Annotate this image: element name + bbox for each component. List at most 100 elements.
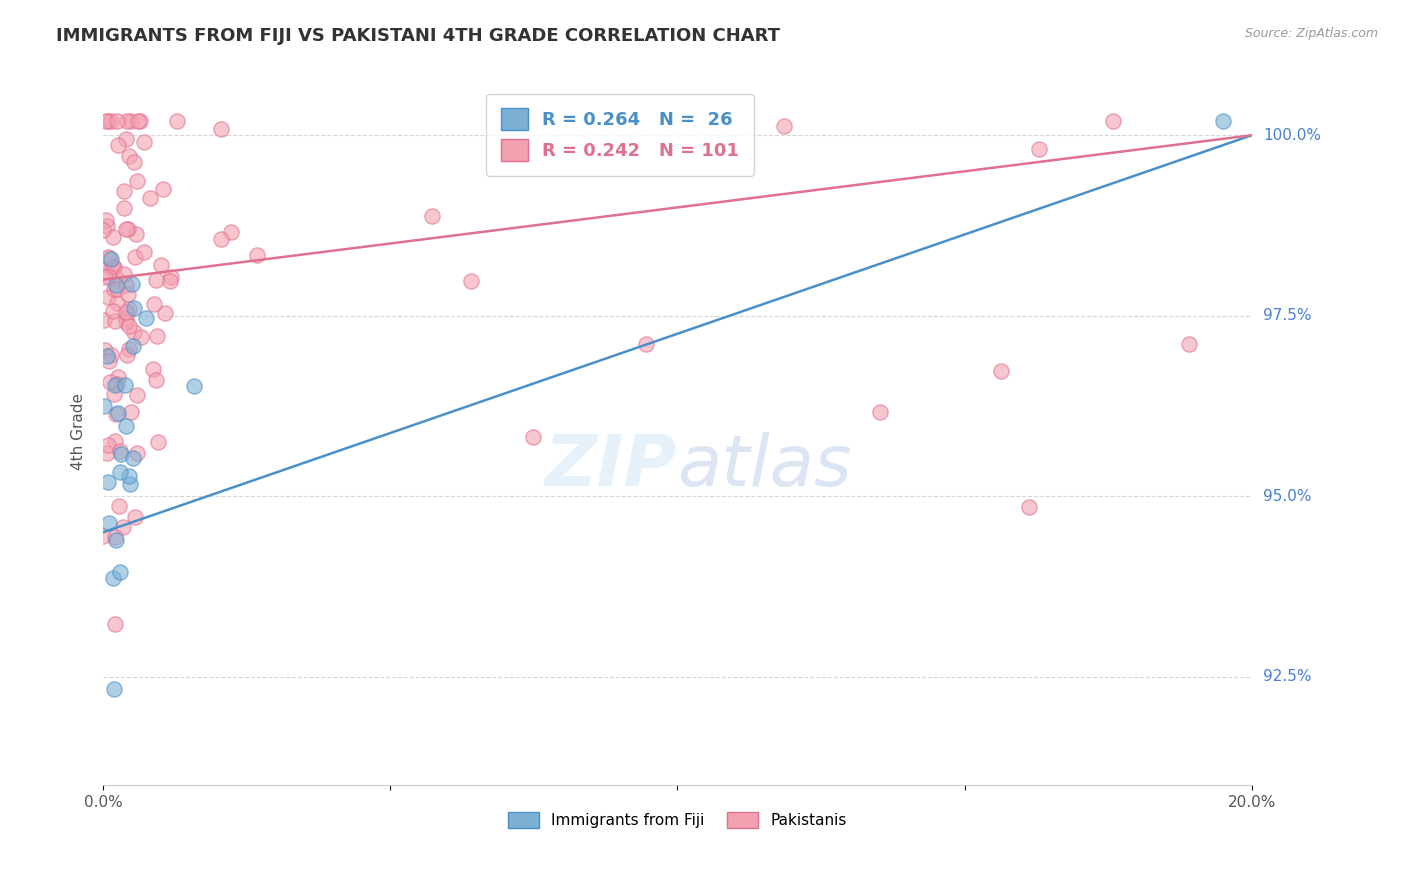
Point bbox=[97, 251, 120, 265]
Point bbox=[96, 219, 118, 233]
Point bbox=[94, 343, 117, 357]
Point bbox=[1212, 113, 1234, 128]
Point bbox=[118, 469, 141, 483]
Text: 95.0%: 95.0% bbox=[1264, 489, 1312, 504]
Point bbox=[118, 342, 141, 356]
Point bbox=[93, 529, 115, 543]
Point bbox=[153, 306, 176, 320]
Point bbox=[108, 443, 131, 458]
Point bbox=[107, 138, 129, 153]
Point bbox=[97, 269, 120, 284]
Point bbox=[128, 113, 150, 128]
Point bbox=[94, 270, 117, 285]
Point bbox=[103, 260, 125, 275]
Point bbox=[122, 301, 145, 315]
Point bbox=[103, 378, 125, 392]
Point bbox=[114, 132, 136, 146]
Point bbox=[114, 378, 136, 392]
Legend: Immigrants from Fiji, Pakistanis: Immigrants from Fiji, Pakistanis bbox=[502, 805, 852, 834]
Point bbox=[634, 337, 657, 351]
Point bbox=[107, 370, 129, 384]
Point bbox=[127, 113, 149, 128]
Point bbox=[93, 400, 115, 414]
Point bbox=[460, 274, 482, 288]
Point bbox=[104, 407, 127, 421]
Point bbox=[124, 510, 146, 524]
Point bbox=[114, 305, 136, 319]
Point bbox=[1028, 142, 1050, 156]
Text: Source: ZipAtlas.com: Source: ZipAtlas.com bbox=[1244, 27, 1378, 40]
Point bbox=[152, 182, 174, 196]
Point bbox=[115, 310, 138, 325]
Point bbox=[110, 565, 132, 579]
Point bbox=[105, 377, 128, 392]
Point bbox=[135, 310, 157, 325]
Point bbox=[103, 387, 125, 401]
Text: 97.5%: 97.5% bbox=[1264, 309, 1312, 323]
Point bbox=[118, 302, 141, 317]
Point bbox=[166, 113, 188, 128]
Point bbox=[110, 446, 132, 460]
Point bbox=[145, 373, 167, 387]
Point bbox=[125, 446, 148, 460]
Point bbox=[159, 274, 181, 288]
Point bbox=[118, 149, 141, 163]
Point bbox=[122, 155, 145, 169]
Point bbox=[103, 230, 125, 244]
Point bbox=[773, 119, 796, 133]
Point bbox=[149, 258, 172, 272]
Point bbox=[209, 232, 232, 246]
Point bbox=[420, 209, 443, 223]
Point bbox=[125, 227, 148, 241]
Point bbox=[104, 314, 127, 328]
Point bbox=[94, 113, 117, 128]
Point bbox=[124, 325, 146, 339]
Point bbox=[100, 113, 122, 128]
Point bbox=[122, 451, 145, 466]
Point bbox=[100, 260, 122, 274]
Point bbox=[97, 113, 120, 128]
Point bbox=[125, 388, 148, 402]
Point bbox=[183, 379, 205, 393]
Point bbox=[118, 318, 141, 333]
Point bbox=[97, 438, 120, 452]
Point bbox=[115, 315, 138, 329]
Point bbox=[104, 270, 127, 285]
Point bbox=[91, 223, 114, 237]
Point bbox=[100, 252, 122, 266]
Point bbox=[93, 313, 115, 327]
Point bbox=[103, 681, 125, 696]
Point bbox=[107, 406, 129, 420]
Point bbox=[129, 329, 152, 343]
Point bbox=[98, 375, 121, 389]
Point bbox=[120, 477, 142, 491]
Point bbox=[103, 282, 125, 296]
Point bbox=[117, 286, 139, 301]
Point bbox=[96, 350, 118, 364]
Point bbox=[869, 404, 891, 418]
Point bbox=[134, 135, 156, 149]
Point bbox=[98, 252, 121, 266]
Point bbox=[120, 113, 142, 128]
Point bbox=[115, 222, 138, 236]
Point bbox=[209, 121, 232, 136]
Point bbox=[104, 434, 127, 449]
Point bbox=[105, 282, 128, 296]
Point bbox=[1018, 500, 1040, 514]
Text: 100.0%: 100.0% bbox=[1264, 128, 1322, 143]
Point bbox=[110, 465, 132, 479]
Y-axis label: 4th Grade: 4th Grade bbox=[72, 392, 86, 470]
Text: ZIP: ZIP bbox=[546, 432, 678, 501]
Point bbox=[145, 273, 167, 287]
Point bbox=[104, 533, 127, 548]
Text: atlas: atlas bbox=[678, 432, 852, 501]
Point bbox=[96, 475, 118, 490]
Point bbox=[145, 329, 167, 343]
Point bbox=[104, 617, 127, 632]
Point bbox=[97, 516, 120, 530]
Point bbox=[148, 434, 170, 449]
Point bbox=[115, 277, 138, 292]
Point bbox=[94, 213, 117, 227]
Point bbox=[142, 296, 165, 310]
Point bbox=[134, 244, 156, 259]
